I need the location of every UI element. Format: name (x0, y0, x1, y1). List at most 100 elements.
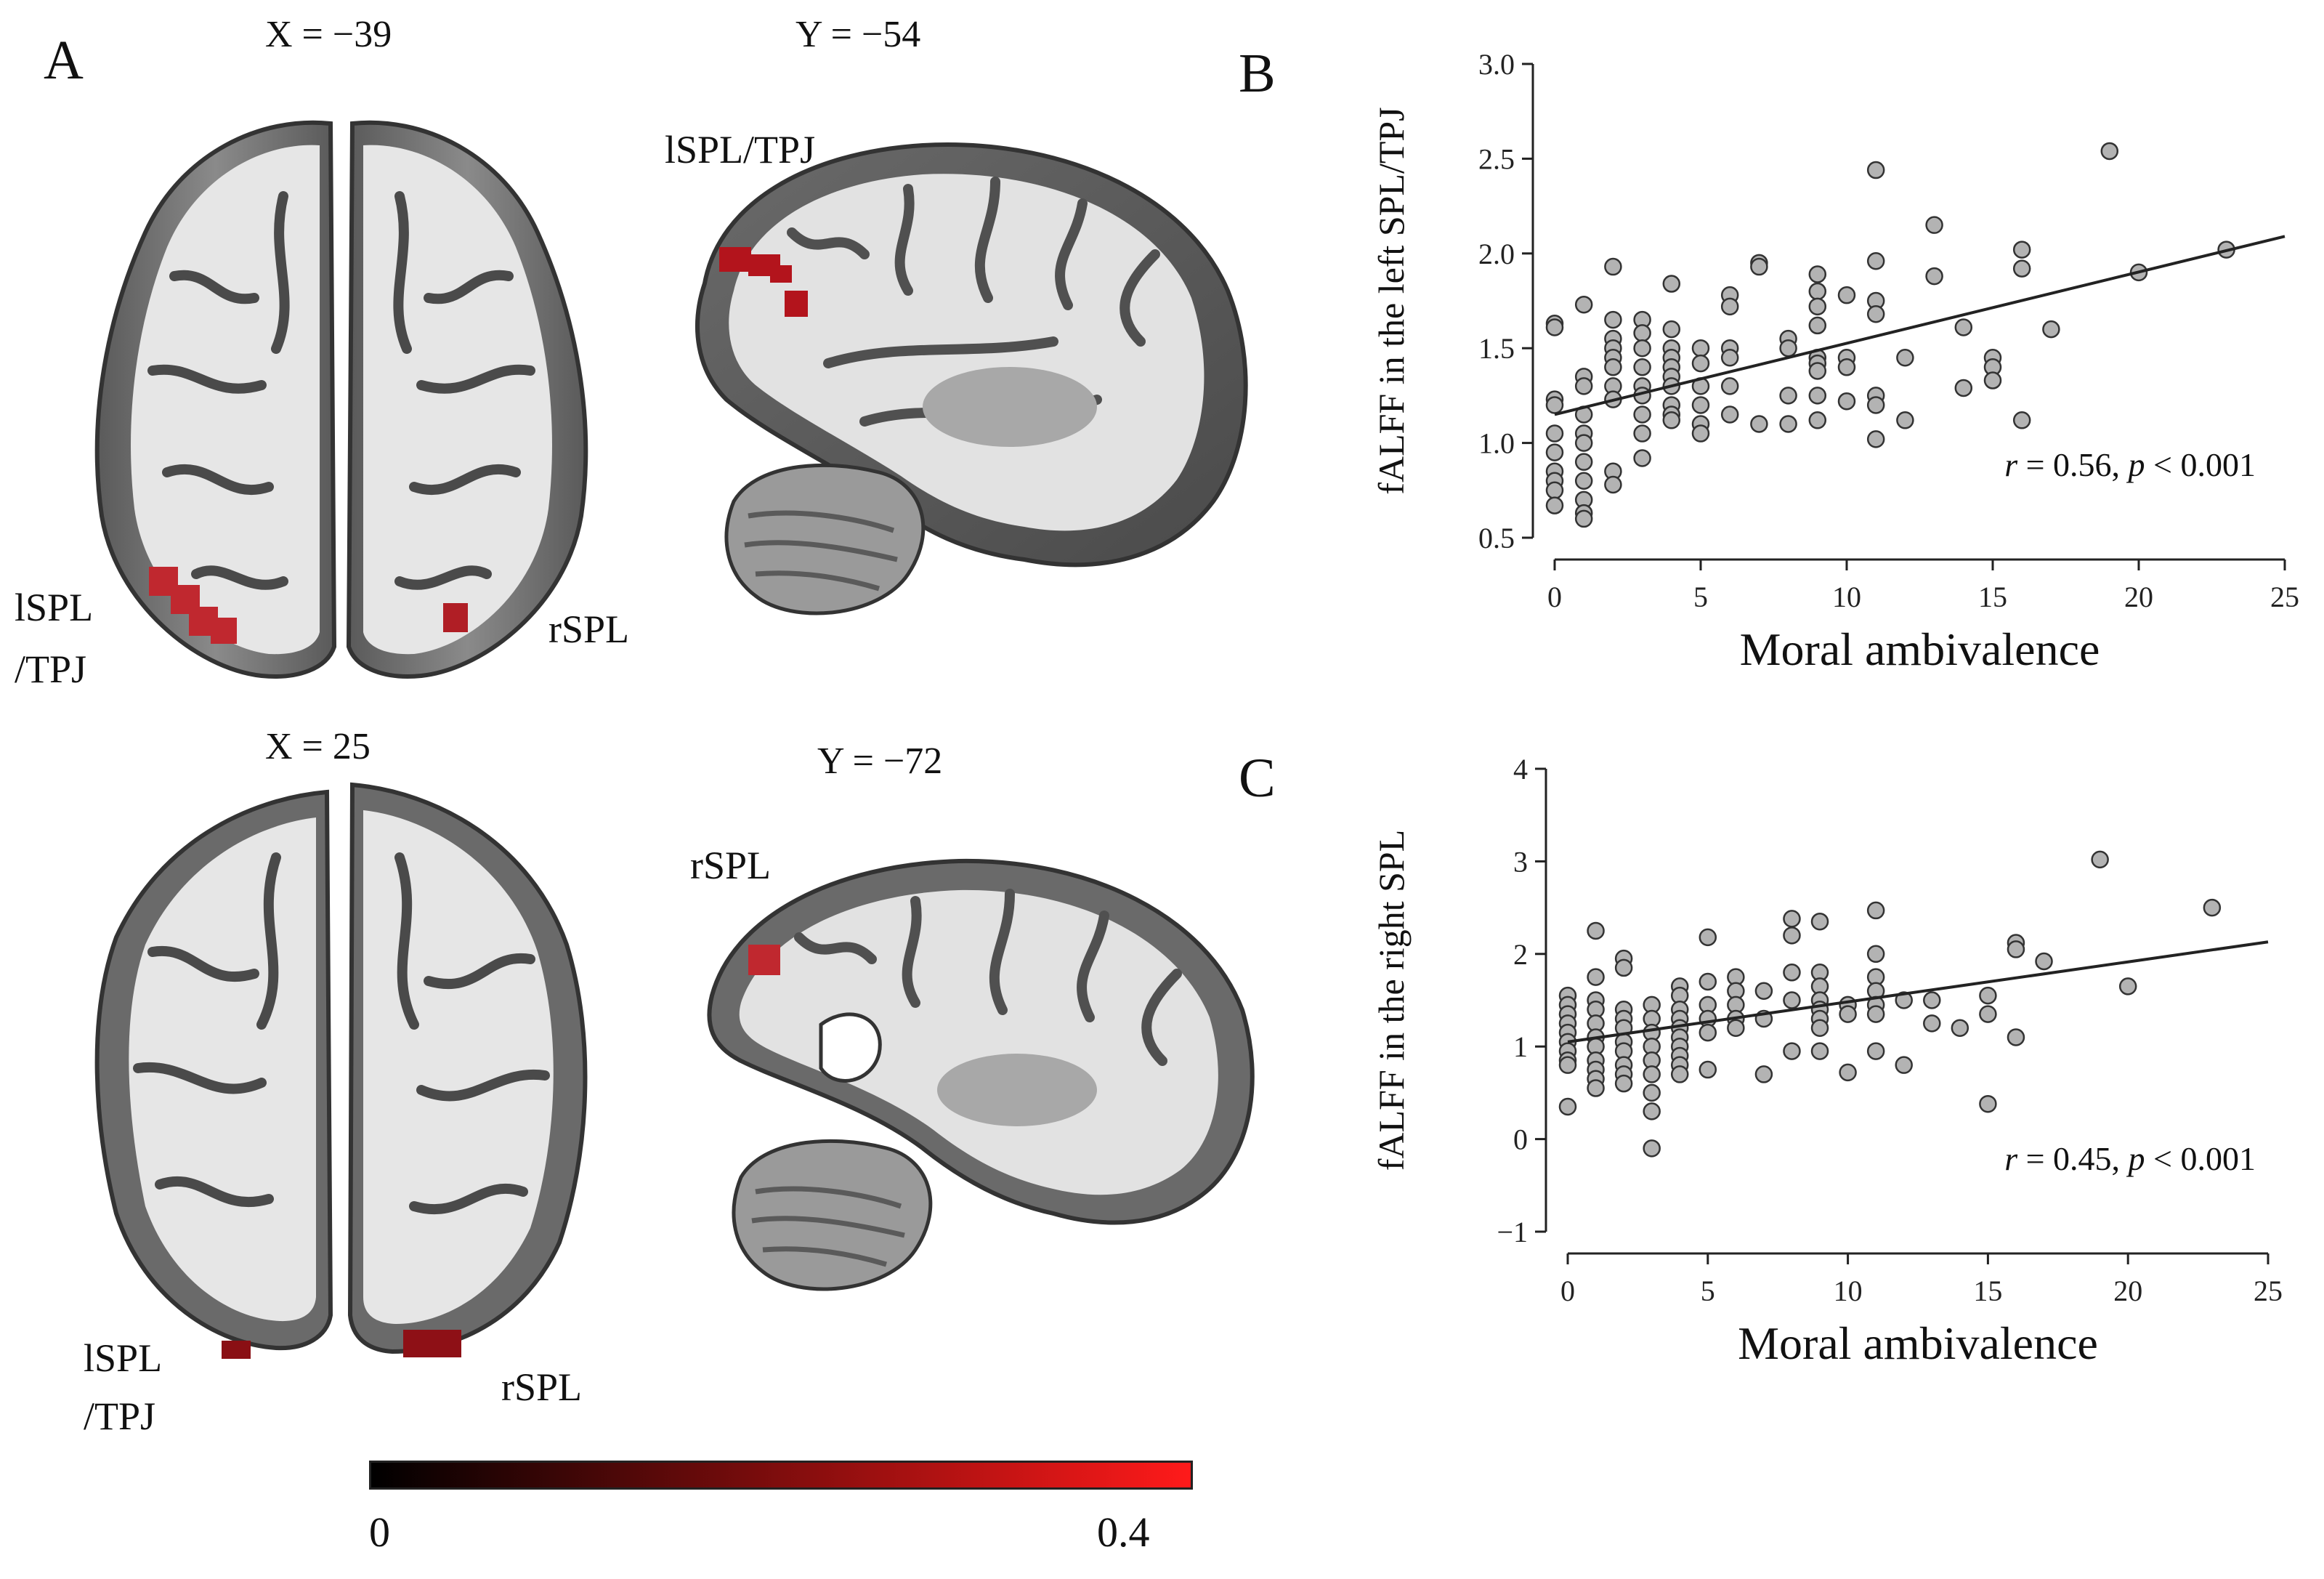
data-point (1633, 424, 1651, 443)
data-point (1720, 297, 1739, 316)
data-point (1574, 295, 1593, 314)
data-point (1866, 430, 1885, 448)
data-point (1923, 1014, 1941, 1033)
label-rspl-sagittal-bottom: rSPL (690, 844, 772, 887)
data-point (1643, 1102, 1661, 1120)
data-point (1604, 310, 1622, 329)
data-point (1808, 316, 1827, 335)
colorbar (369, 1461, 1193, 1490)
data-point (2118, 977, 2137, 996)
data-point (1866, 251, 1885, 270)
data-point (1574, 509, 1593, 528)
data-point (1633, 324, 1651, 342)
data-point (1545, 443, 1564, 461)
data-point (1633, 405, 1651, 424)
data-point (1925, 216, 1943, 234)
x-axis-label: Moral ambivalence (1740, 623, 2100, 675)
data-point (1866, 161, 1885, 179)
colorbar-max-label: 0.4 (1097, 1509, 1150, 1556)
data-point (1662, 320, 1681, 339)
y-tick-label: 2.0 (1478, 238, 1515, 270)
data-point (1643, 1139, 1661, 1158)
y-tick-label: 1.0 (1478, 427, 1515, 460)
data-point (1754, 982, 1773, 1001)
data-point (1691, 396, 1710, 414)
regression-line (1554, 235, 2285, 416)
data-point (1779, 415, 1797, 433)
slice-coordinate-y-neg54: Y = −54 (795, 14, 921, 55)
x-tick-label: 20 (2113, 1275, 2142, 1307)
label-lspl-tpj-axial-top-line1: lSPL (15, 586, 94, 629)
data-point (1691, 424, 1710, 443)
annotation-r-symbol: r (2004, 1140, 2018, 1177)
data-point (2203, 898, 2222, 917)
data-point (1783, 1042, 1801, 1060)
y-tick-label: 2 (1513, 938, 1528, 971)
data-point (1720, 377, 1739, 395)
data-point (1750, 257, 1768, 276)
data-point (1779, 387, 1797, 405)
annotation-r-value: = 0.56, (2017, 446, 2128, 483)
x-tick-label: 15 (1973, 1275, 2002, 1307)
data-point (1670, 1065, 1689, 1083)
data-point (1574, 377, 1593, 395)
correlation-annotation: r = 0.45, p < 0.001 (2004, 1140, 2256, 1177)
data-point (1662, 275, 1681, 293)
data-point (1545, 396, 1564, 414)
data-point (1808, 411, 1827, 429)
annotation-p-symbol: p (2126, 1140, 2145, 1177)
y-tick-label: −1 (1497, 1216, 1528, 1248)
data-point (1837, 392, 1856, 411)
label-rspl-axial-top: rSPL (548, 607, 630, 651)
y-tick-label: 3.0 (1478, 48, 1515, 81)
data-point (1808, 362, 1827, 380)
regression-line (1567, 940, 2269, 1043)
x-axis-label: Moral ambivalence (1738, 1317, 2098, 1369)
scatter-chart-left-spl-tpj: 0.5 1.0 1.5 2.0 2.5 3.0 0 5 10 15 20 25 Moral ambiva… (1371, 48, 2299, 675)
scatter-chart-right-spl: −1 0 1 2 3 4 0 5 10 15 20 25 Moral ambivalence fALFF … (1371, 753, 2283, 1369)
data-point (2012, 259, 2031, 278)
x-tick-label: 0 (1560, 1275, 1575, 1307)
annotation-p-value: < 0.001 (2145, 446, 2256, 483)
data-point (1808, 387, 1827, 405)
data-point (1691, 339, 1710, 358)
data-point (1983, 371, 2002, 389)
data-point (2091, 850, 2109, 869)
correlation-annotation: r = 0.56, p < 0.001 (2004, 446, 2256, 483)
data-point (1895, 1056, 1913, 1074)
data-point (1545, 318, 1564, 336)
data-point (1720, 348, 1739, 367)
data-point (1954, 318, 1973, 336)
data-point (1691, 354, 1710, 373)
data-point (1783, 991, 1801, 1009)
x-tick-label: 5 (1701, 1275, 1715, 1307)
data-point (1783, 964, 1801, 982)
data-point (1808, 297, 1827, 316)
data-point (2007, 1028, 2025, 1046)
x-tick-label: 15 (1978, 581, 2007, 613)
data-point (1866, 901, 1885, 920)
x-tick-label: 0 (1547, 581, 1562, 613)
data-point (1699, 1060, 1717, 1079)
label-lspl-tpj-axial-bottom-line1: lSPL (84, 1336, 163, 1380)
data-point (1895, 991, 1913, 1009)
data-point (1837, 286, 1856, 304)
data-point (1643, 1065, 1661, 1083)
data-point (1750, 415, 1768, 433)
data-point (1545, 424, 1564, 443)
data-point (1587, 1079, 1605, 1097)
data-point (1604, 475, 1622, 494)
data-point (1866, 305, 1885, 323)
data-point (2012, 411, 2031, 429)
data-point (1614, 958, 1633, 977)
y-tick-label: 0.5 (1478, 522, 1515, 554)
y-axis-label: fALFF in the left SPL/TPJ (1371, 107, 1412, 494)
data-point (1558, 1097, 1577, 1116)
label-lspl-tpj-sagittal-top: lSPL/TPJ (665, 128, 816, 171)
data-point (1923, 991, 1941, 1009)
data-point (2100, 142, 2119, 161)
data-point (1699, 1023, 1717, 1042)
y-axis-label: fALFF in the right SPL (1371, 830, 1412, 1171)
data-point (2042, 320, 2060, 339)
slice-coordinate-x-25: X = 25 (265, 726, 371, 767)
